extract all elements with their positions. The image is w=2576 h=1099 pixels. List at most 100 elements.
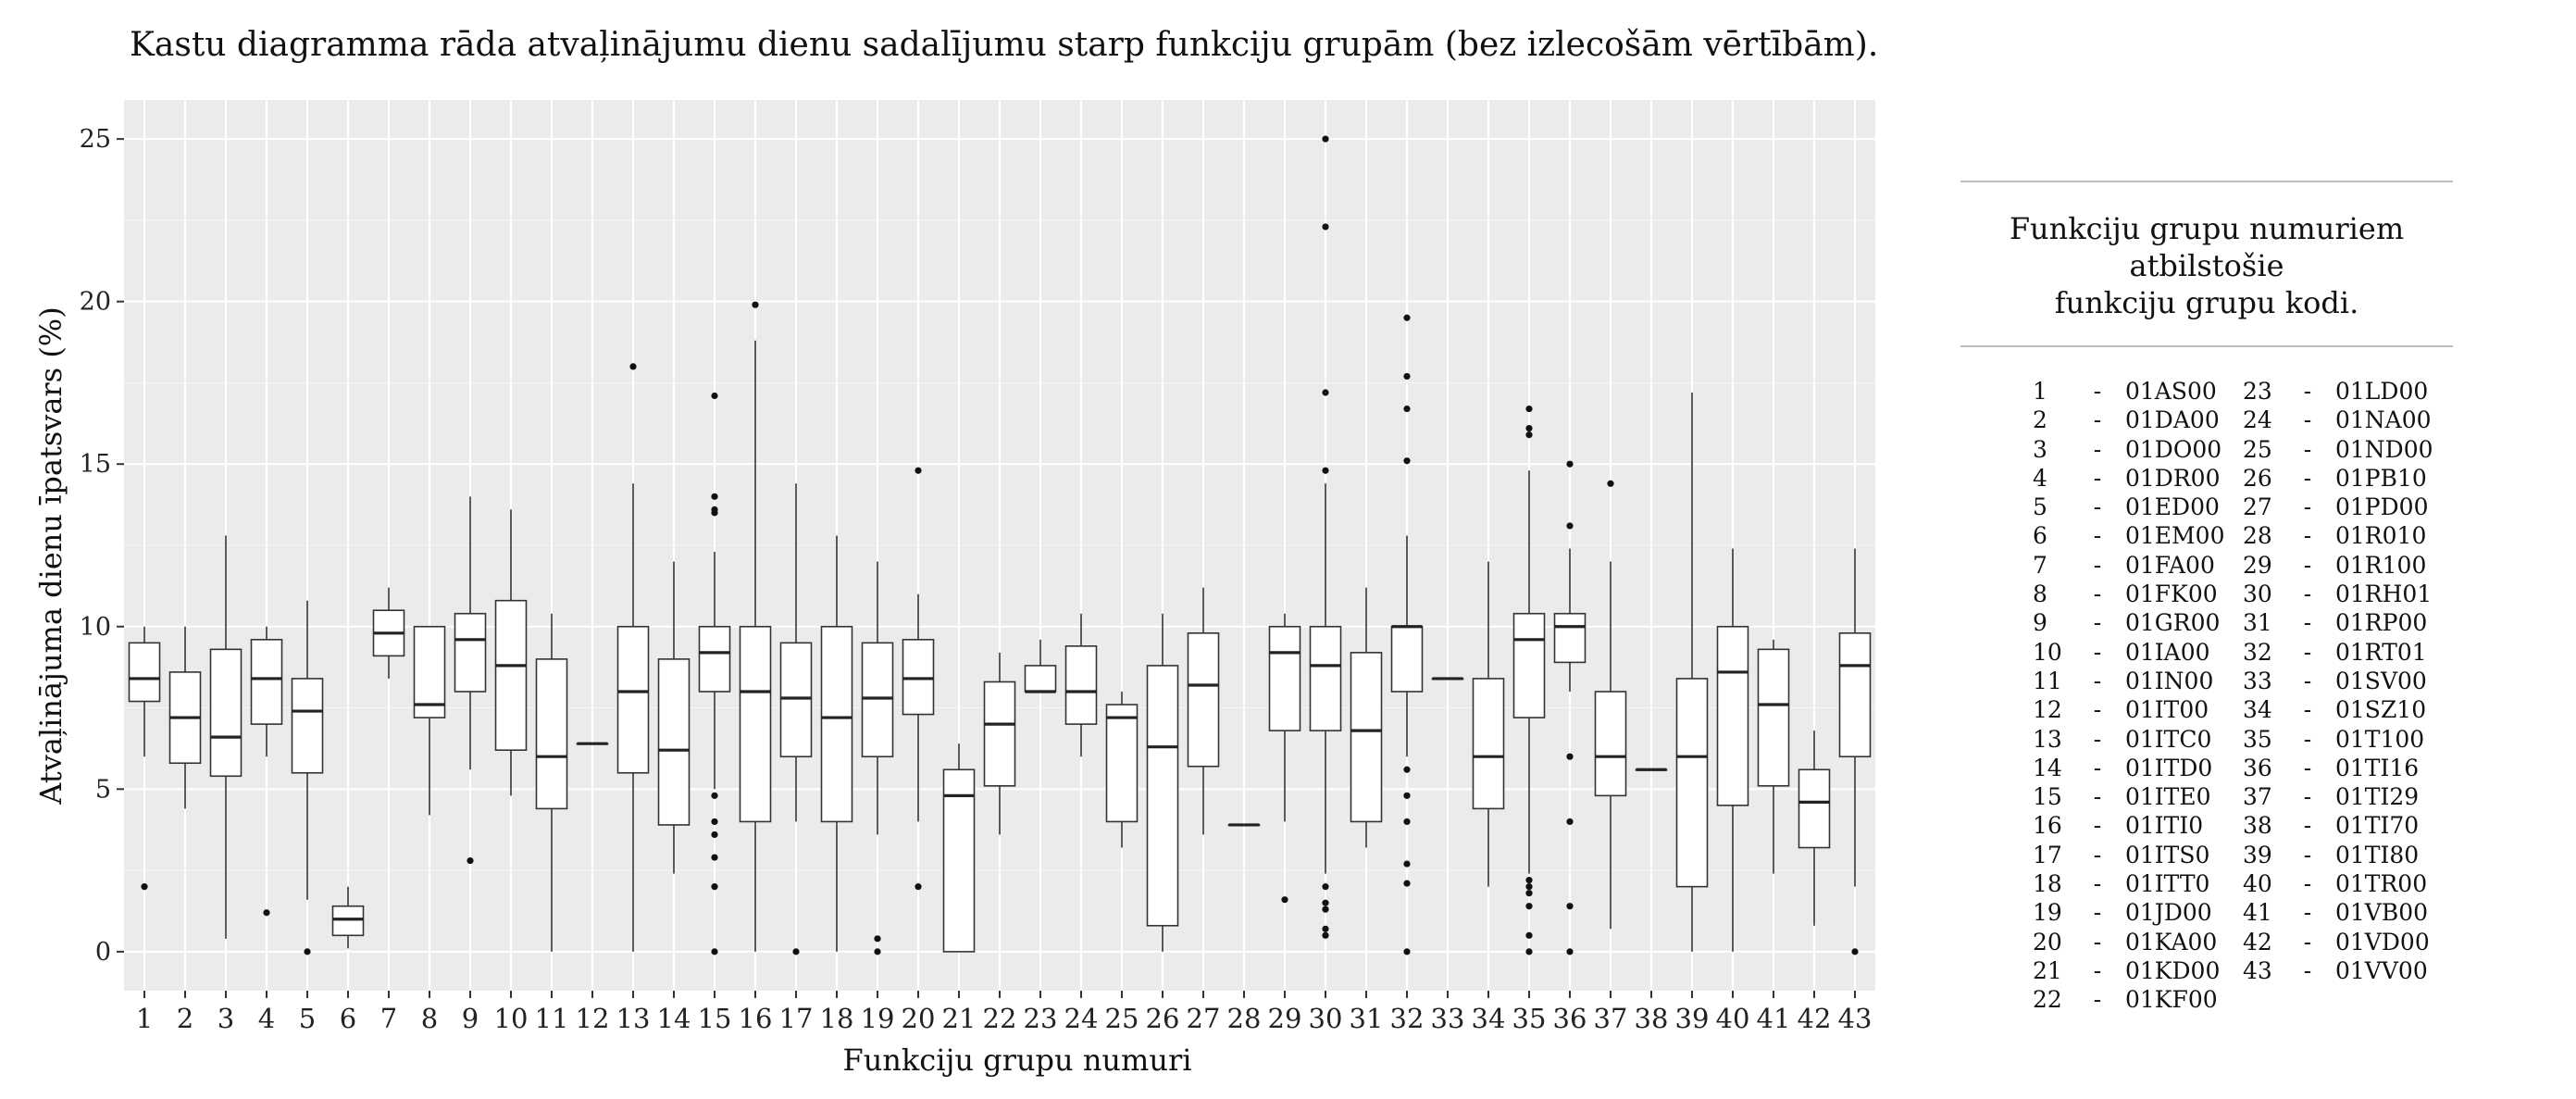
legend-item-number: 8 (2033, 581, 2047, 608)
box-iqr (454, 612, 487, 693)
legend-item-code: 01R100 (2335, 551, 2427, 579)
legend-item-number: 12 (2033, 696, 2062, 724)
legend-item-number: 19 (2033, 899, 2062, 927)
outlier-point (1322, 883, 1329, 891)
x-tick-label: 3 (218, 1003, 234, 1034)
outlier-point (1566, 753, 1574, 760)
legend-item-dash: - (2093, 638, 2102, 666)
legend-item: 25 -01ND00 (2243, 435, 2453, 464)
legend-item-dash: - (2303, 841, 2312, 868)
box-iqr (902, 639, 935, 716)
legend-item-number: 23 (2243, 378, 2272, 405)
box-iqr (779, 642, 813, 758)
box-group (1105, 691, 1139, 848)
legend-item-code: 01PB10 (2335, 464, 2427, 492)
y-tick-label: 25 (80, 125, 111, 154)
outlier-point (1403, 314, 1411, 321)
outlier-point (1322, 925, 1329, 932)
legend-item-number: 30 (2243, 581, 2272, 608)
outlier-point (874, 935, 881, 943)
outlier-point (915, 883, 922, 891)
legend-item-number: 25 (2243, 435, 2272, 463)
y-tick-label: 0 (95, 938, 111, 967)
x-tick-label: 24 (1064, 1003, 1099, 1034)
box-group (291, 600, 324, 955)
legend-item-dash: - (2093, 956, 2102, 984)
legend-item: 15 -01ITE0 (2033, 782, 2243, 811)
x-tick-label: 39 (1675, 1003, 1710, 1034)
legend-item: 31 -01RP00 (2243, 608, 2453, 637)
x-tick-label: 14 (657, 1003, 691, 1034)
x-tick-label: 31 (1350, 1003, 1384, 1034)
legend-item-number: 1 (2033, 378, 2047, 405)
legend-item: 23 -01LD00 (2243, 377, 2453, 406)
box-iqr (1309, 625, 1342, 731)
legend-item-code: 01ND00 (2335, 435, 2433, 463)
legend-item: 40 -01TR00 (2243, 869, 2453, 898)
x-tick-label: 28 (1227, 1003, 1262, 1034)
legend-item-dash: - (2093, 928, 2102, 955)
x-tick-label: 25 (1105, 1003, 1139, 1034)
legend-item-dash: - (2303, 378, 2312, 405)
x-tick-label: 34 (1472, 1003, 1506, 1034)
x-tick-label: 10 (494, 1003, 529, 1034)
legend-item: 22 -01KF00 (2033, 985, 2243, 1014)
legend-item: 9 -01GR00 (2033, 608, 2243, 637)
legend-item-number: 22 (2033, 986, 2062, 1014)
legend-item-code: 01T100 (2335, 725, 2425, 753)
legend-item-number: 39 (2243, 841, 2272, 868)
legend-item-dash: - (2093, 551, 2102, 579)
legend-item-dash: - (2303, 667, 2312, 694)
x-axis: 1 2 3 4 5 6 7 8 9 10 11 12 13 14 15 16 17 18 19 20 21 22 23 24 2… (136, 991, 1872, 1034)
legend-item-code: 01FK00 (2125, 581, 2218, 608)
x-tick-label: 30 (1309, 1003, 1343, 1034)
outlier-point (1403, 766, 1411, 773)
legend-item-dash: - (2093, 725, 2102, 753)
outlier-point (141, 883, 148, 891)
legend-item-code: 01KD00 (2125, 956, 2221, 984)
legend-item: 18 -01ITT0 (2033, 869, 2243, 898)
legend-item-number: 21 (2033, 956, 2062, 984)
legend-item-code: 01TI29 (2335, 783, 2420, 811)
x-tick-label: 21 (942, 1003, 977, 1034)
x-tick-label: 12 (576, 1003, 610, 1034)
y-tick-label: 15 (80, 450, 111, 479)
box-group (1716, 548, 1749, 952)
box-iqr (698, 625, 731, 693)
outlier-point (1566, 522, 1574, 530)
legend-item-dash: - (2303, 870, 2312, 898)
legend-item-dash: - (2303, 725, 2312, 753)
outlier-point (1322, 467, 1329, 474)
legend-item-code: 01VB00 (2335, 899, 2429, 927)
chart-title: Kastu diagramma rāda atvaļinājumu dienu … (130, 26, 1879, 64)
legend-item-number: 24 (2243, 406, 2272, 434)
outlier-point (792, 948, 800, 955)
box-iqr (1064, 645, 1098, 725)
legend-item-code: 01ITS0 (2125, 841, 2210, 868)
x-tick-label: 2 (177, 1003, 193, 1034)
legend-item-number: 40 (2243, 870, 2272, 898)
legend-item-number: 35 (2243, 725, 2272, 753)
outlier-point (263, 909, 270, 917)
box-group (494, 509, 528, 796)
outlier-point (711, 818, 718, 826)
legend-item-number: 28 (2243, 522, 2272, 550)
legend-item-dash: - (2303, 696, 2312, 724)
legend-item: 16 -01ITI0 (2033, 811, 2243, 840)
legend-item-code: 01IA00 (2125, 638, 2210, 666)
legend-item-code: 01ITD0 (2125, 754, 2213, 781)
legend-item-dash: - (2093, 899, 2102, 927)
legend-item-dash: - (2093, 581, 2102, 608)
box-iqr (1594, 691, 1627, 797)
x-tick-label: 7 (380, 1003, 397, 1034)
legend-item-dash: - (2303, 581, 2312, 608)
legend-item-dash: - (2093, 522, 2102, 550)
box-group (657, 561, 691, 874)
legend-item-number: 17 (2033, 841, 2062, 868)
box-group (250, 626, 283, 917)
box-iqr (739, 625, 772, 823)
box-group (1472, 561, 1505, 887)
outlier-point (1403, 792, 1411, 799)
outlier-point (1566, 460, 1574, 468)
